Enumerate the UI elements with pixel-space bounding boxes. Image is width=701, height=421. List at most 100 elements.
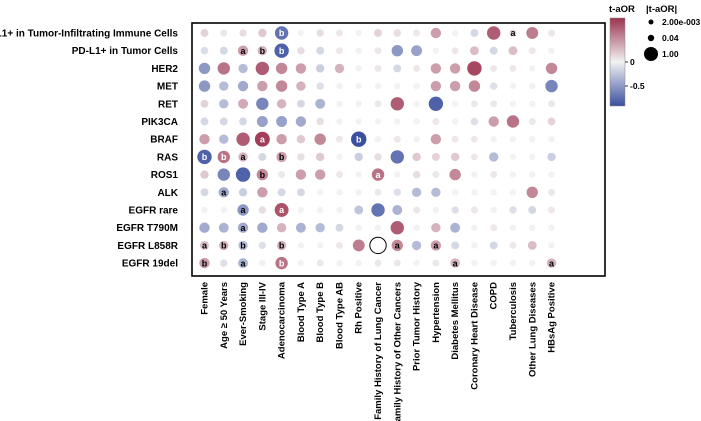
dot-braf-stage-iii-iv [254, 131, 270, 147]
dot-braf-ever-smoking [236, 132, 250, 146]
row-label-egfr-19del: EGFR 19del [122, 259, 178, 270]
dot-ros1-prior-tumor-history [412, 170, 421, 179]
dot-egfr-t790m-rh-positive [355, 224, 362, 231]
dot-braf-hypertension [430, 134, 442, 145]
dot-met-ever-smoking [237, 80, 249, 92]
annotation-egfr-l858r-age-50-years: b [221, 241, 227, 251]
dot-pik3ca-coronary-heart-disease [470, 117, 479, 126]
dot-pd-l1-in-tumor-cells-hbsag-positive [548, 47, 555, 54]
dot-egfr-19del-age-50-years [220, 259, 228, 267]
column-label-blood-type-ab: Blood Type AB [334, 282, 345, 349]
dot-egfr-l858r-other-lung-diseases [527, 240, 537, 250]
dot-met-diabetes-mellitus [449, 80, 461, 92]
dot-egfr-19del-tuberculosis [509, 259, 517, 267]
dot-pd-l1-in-tumor-infiltrating-immune-cells-blood-type-a [297, 29, 305, 37]
dot-ras-blood-type-ab [336, 153, 343, 161]
dot-egfr-rare-prior-tumor-history [413, 206, 421, 214]
dot-egfr-19del-hbsag-positive [546, 258, 557, 268]
dot-ras-stage-iii-iv [258, 152, 267, 161]
dot-ros1-blood-type-b [314, 169, 326, 180]
dot-ros1-ever-smoking [235, 167, 251, 182]
dot-egfr-19del-diabetes-mellitus [450, 258, 460, 268]
dot-ret-family-history-of-lung-cancer [374, 100, 382, 108]
dot-egfr-19del-family-history-of-lung-cancer [374, 259, 382, 267]
dot-egfr-19del-blood-type-b [316, 259, 324, 267]
column-label-coronary-heart-disease: Coronary Heart Disease [469, 282, 480, 390]
dot-pik3ca-family-history-of-lung-cancer [374, 118, 382, 125]
annotation-ras-age-50-years: b [221, 152, 227, 162]
dot-her2-family-history-of-other-cancers [393, 64, 402, 73]
column-label-blood-type-a: Blood Type A [296, 282, 307, 342]
dot-ros1-tuberculosis [509, 171, 517, 178]
row-label-met: MET [157, 82, 178, 93]
dot-egfr-rare-stage-iii-iv [258, 206, 267, 214]
dot-pik3ca-age-50-years [219, 117, 228, 126]
dot-pd-l1-in-tumor-infiltrating-immune-cells-diabetes-mellitus [451, 29, 459, 37]
dot-pd-l1-in-tumor-infiltrating-immune-cells-ever-smoking [239, 29, 247, 37]
annotation-ras-female: b [202, 152, 208, 162]
dot-ros1-hbsag-positive [548, 171, 555, 178]
dot-ret-tuberculosis [509, 100, 517, 108]
dot-braf-copd [490, 136, 497, 143]
dot-pd-l1-in-tumor-cells-adenocarcinoma [274, 43, 289, 58]
dot-pik3ca-hbsag-positive [547, 117, 556, 126]
column-label-ever-smoking: Ever-Smoking [238, 282, 249, 346]
dot-ret-rh-positive [355, 100, 362, 108]
column-labels: Female Age ≥ 50 Years Ever-Smoking Stage II… [200, 281, 558, 421]
dot-met-family-history-of-other-cancers [394, 82, 401, 90]
dot-pd-l1-in-tumor-infiltrating-immune-cells-coronary-heart-disease [470, 29, 479, 37]
row-label-alk: ALK [157, 188, 178, 199]
size-legend-title: |t-aOR| [646, 4, 677, 15]
dot-egfr-t790m-diabetes-mellitus [450, 222, 461, 233]
dot-pd-l1-in-tumor-infiltrating-immune-cells-prior-tumor-history [413, 29, 421, 37]
dot-met-rh-positive [355, 82, 362, 90]
annotation-pd-l1-in-tumor-cells-adenocarcinoma: b [279, 46, 285, 56]
dot-alk-age-50-years [218, 187, 229, 198]
annotation-ras-adenocarcinoma: b [279, 152, 285, 162]
dot-egfr-t790m-hbsag-positive [548, 224, 555, 231]
column-label-female: Female [200, 282, 211, 315]
annotation-egfr-rare-ever-smoking: a [241, 205, 247, 215]
column-label-family-history-of-other-cancers: Family History of Other Cancers [392, 282, 403, 421]
row-label-her2: HER2 [151, 64, 178, 75]
annotation-egfr-19del-hbsag-positive: a [549, 258, 555, 268]
dot-braf-family-history-of-other-cancers [393, 135, 401, 143]
dot-egfr-rare-coronary-heart-disease [470, 206, 478, 214]
dot-her2-blood-type-ab [334, 63, 345, 74]
annotation-ros1-stage-iii-iv: b [260, 170, 266, 180]
dots-layer: b aa b ba bb b a bb aaa aaa b b b a ab a b a a [197, 26, 558, 270]
dot-ras-family-history-of-lung-cancer [374, 153, 382, 161]
column-label-rh-positive: Rh Positive [354, 282, 365, 334]
dot-egfr-rare-diabetes-mellitus [451, 206, 459, 214]
dot-pik3ca-copd [488, 116, 499, 127]
dot-braf-family-history-of-lung-cancer [374, 136, 382, 143]
dot-pd-l1-in-tumor-infiltrating-immune-cells-female [200, 29, 209, 37]
row-label-braf: BRAF [150, 135, 178, 146]
dot-ret-blood-type-ab [336, 100, 343, 108]
dot-met-blood-type-ab [336, 82, 343, 90]
dot-met-female [198, 80, 211, 92]
dot-egfr-t790m-ever-smoking [237, 222, 249, 233]
size-legend-label-small: 2.00e-003 [662, 17, 701, 27]
dot-met-adenocarcinoma [275, 80, 288, 92]
dot-pd-l1-in-tumor-cells-age-50-years [219, 46, 228, 55]
dot-egfr-rare-blood-type-b [316, 206, 324, 214]
dot-egfr-l858r-female [200, 240, 209, 250]
dot-ras-coronary-heart-disease [470, 153, 478, 161]
dot-egfr-t790m-family-history-of-lung-cancer [374, 224, 382, 231]
column-label-other-lung-diseases: Other Lung Diseases [527, 282, 538, 377]
row-label-egfr-rare: EGFR rare [129, 206, 179, 217]
dot-her2-blood-type-a [295, 63, 307, 74]
dot-egfr-19del-ever-smoking [238, 258, 249, 269]
dot-pd-l1-in-tumor-infiltrating-immune-cells-copd [487, 26, 501, 40]
dot-egfr-rare-blood-type-ab [336, 206, 343, 214]
dot-alk-other-lung-diseases [526, 186, 538, 198]
dot-pd-l1-in-tumor-cells-blood-type-a [297, 47, 305, 55]
dot-egfr-t790m-female [199, 222, 210, 233]
dot-egfr-t790m-prior-tumor-history [413, 224, 420, 231]
dot-egfr-l858r-age-50-years [219, 240, 229, 251]
dot-egfr-rare-copd [490, 206, 497, 214]
dot-egfr-rare-tuberculosis [509, 206, 517, 214]
dot-egfr-t790m-blood-type-ab [335, 223, 344, 232]
